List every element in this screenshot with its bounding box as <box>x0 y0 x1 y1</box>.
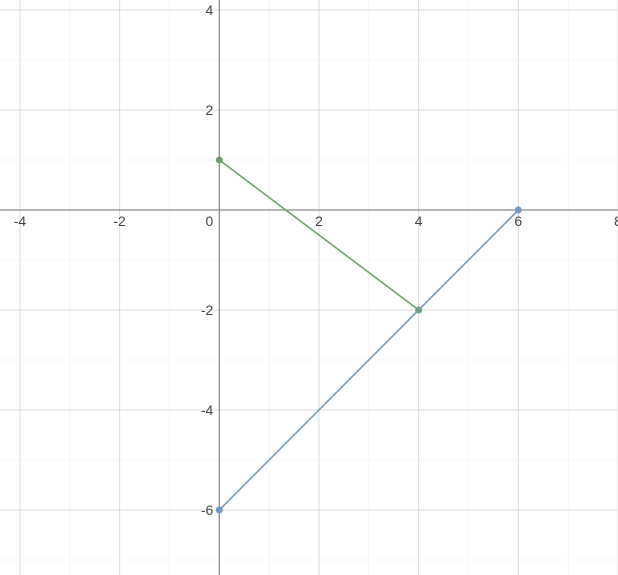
x-tick-label: 6 <box>514 213 522 229</box>
data-point <box>216 157 223 164</box>
x-tick-label: 4 <box>415 213 423 229</box>
y-tick-label: 4 <box>205 2 213 18</box>
x-tick-label: 0 <box>205 213 213 229</box>
data-point <box>515 207 522 214</box>
x-tick-label: 8 <box>614 213 618 229</box>
x-tick-label: -2 <box>113 213 126 229</box>
y-tick-label: -2 <box>201 302 214 318</box>
data-point <box>216 507 223 514</box>
y-tick-label: -6 <box>201 502 214 518</box>
coordinate-plot: -4 -2 0 2 4 6 8 -6 -4 -2 2 4 <box>0 0 618 575</box>
plot-background <box>0 0 618 575</box>
x-tick-label: 2 <box>315 213 323 229</box>
y-tick-label: 2 <box>205 102 213 118</box>
x-tick-label: -4 <box>14 213 27 229</box>
y-tick-label: -4 <box>201 402 214 418</box>
